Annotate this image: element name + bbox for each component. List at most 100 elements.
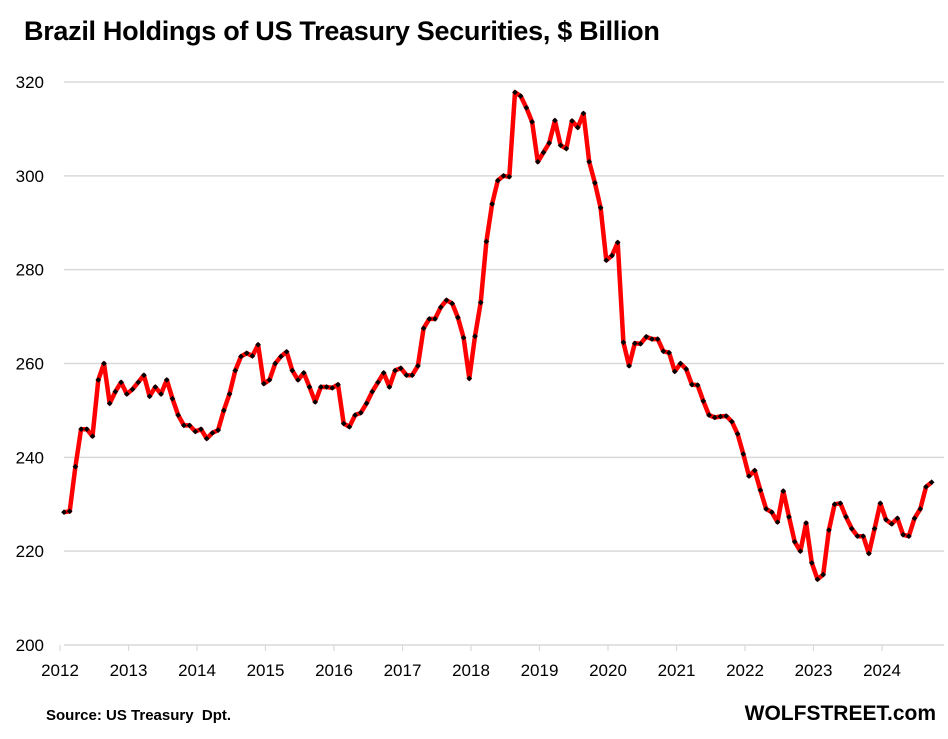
data-point <box>534 158 541 165</box>
data-point <box>215 427 221 433</box>
data-point <box>854 533 861 539</box>
data-point <box>78 426 84 433</box>
data-point <box>546 140 553 146</box>
data-point <box>415 363 421 369</box>
data-point <box>866 550 872 557</box>
data-point <box>500 173 507 179</box>
data-point <box>426 316 433 322</box>
data-point <box>472 333 478 340</box>
data-point <box>238 353 244 360</box>
data-point <box>255 341 261 348</box>
data-point <box>340 420 347 427</box>
x-tick-label: 2023 <box>795 661 833 680</box>
data-point <box>169 395 176 402</box>
data-point <box>477 299 484 306</box>
data-point <box>397 365 404 372</box>
x-axis: 2012 2013 2014 2015 2016 2017 2018 2019 2020 2021… <box>41 645 901 680</box>
data-point <box>763 506 769 512</box>
data-point <box>557 142 564 149</box>
data-point <box>152 384 159 390</box>
data-point <box>597 204 604 211</box>
x-tick-label: 2022 <box>726 661 764 680</box>
series-brazil-holdings <box>61 89 935 583</box>
data-point <box>900 531 906 538</box>
data-point <box>751 467 758 474</box>
y-tick-label: 260 <box>16 355 44 374</box>
data-point <box>329 385 336 391</box>
x-tick-label: 2014 <box>178 661 216 680</box>
data-point <box>580 110 587 117</box>
data-point <box>221 407 227 414</box>
data-point <box>877 500 884 507</box>
data-point <box>637 340 644 347</box>
data-point <box>700 398 707 404</box>
data-point <box>917 506 924 512</box>
data-point <box>483 238 490 245</box>
data-point <box>226 391 233 397</box>
data-point <box>106 400 113 407</box>
data-point <box>358 409 364 416</box>
data-point <box>563 145 570 152</box>
data-point <box>209 430 216 436</box>
data-point <box>118 379 124 386</box>
data-point <box>671 368 678 375</box>
data-point <box>609 252 615 259</box>
data-point <box>260 380 267 387</box>
data-point <box>814 576 821 583</box>
data-point <box>848 525 855 532</box>
data-point <box>706 412 712 418</box>
data-point <box>175 412 181 418</box>
y-axis-ticks: 200 220 240 260 280 300 320 <box>16 73 44 655</box>
data-point <box>586 158 592 165</box>
data-point <box>843 514 849 520</box>
data-point <box>911 515 918 522</box>
data-point <box>831 501 838 508</box>
data-point <box>443 297 450 303</box>
y-tick-label: 240 <box>16 448 44 467</box>
data-point <box>626 363 632 369</box>
x-tick-label: 2020 <box>589 661 627 680</box>
data-point <box>495 177 501 184</box>
data-point <box>769 509 775 516</box>
data-point <box>335 381 341 388</box>
x-tick-label: 2017 <box>384 661 422 680</box>
data-point <box>146 393 153 400</box>
data-point <box>123 391 130 397</box>
data-point <box>746 473 752 479</box>
data-point <box>569 118 575 124</box>
data-point <box>654 336 661 342</box>
data-point <box>420 325 427 332</box>
data-point <box>363 400 370 407</box>
data-point <box>272 360 279 367</box>
data-point <box>249 353 256 359</box>
data-point <box>203 435 210 442</box>
data-point <box>392 367 398 374</box>
x-tick-label: 2012 <box>41 661 79 680</box>
y-tick-label: 220 <box>16 542 44 561</box>
data-point <box>112 388 119 395</box>
data-point <box>466 375 473 382</box>
data-point <box>192 428 199 435</box>
data-point <box>826 527 832 533</box>
data-point <box>757 487 764 494</box>
data-point <box>283 348 290 355</box>
data-point <box>666 349 672 356</box>
data-point <box>894 515 901 522</box>
data-point <box>689 381 695 388</box>
data-point <box>632 340 638 347</box>
data-point <box>517 93 524 99</box>
data-point <box>540 149 547 156</box>
data-point <box>386 384 393 390</box>
data-point <box>791 538 798 545</box>
x-tick-label: 2021 <box>658 661 696 680</box>
data-point <box>243 350 250 357</box>
x-tick-label: 2013 <box>110 661 148 680</box>
data-point <box>620 339 627 346</box>
data-point <box>352 412 358 418</box>
data-point <box>774 519 781 525</box>
data-point <box>592 180 598 186</box>
y-tick-label: 200 <box>16 636 44 655</box>
y-tick-label: 280 <box>16 261 44 280</box>
data-point <box>312 399 318 405</box>
data-point <box>95 377 102 383</box>
